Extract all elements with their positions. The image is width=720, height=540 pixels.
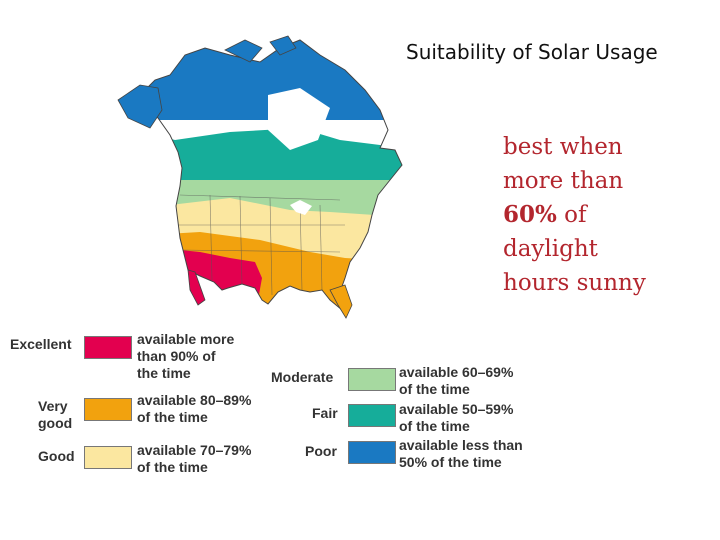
legend-label-good-word: good: [38, 415, 73, 431]
fair-band: [140, 120, 402, 190]
note-line-3: 60% of: [503, 198, 646, 232]
legend-label-fair: Fair: [312, 405, 338, 421]
alaska: [117, 84, 163, 129]
legend-label-poor: Poor: [305, 443, 337, 459]
note-line-2: more than: [503, 168, 624, 194]
legend-desc-excellent-1: available more: [137, 331, 235, 347]
legend-label-very: Very: [38, 398, 68, 414]
coastline: [139, 39, 403, 312]
legend-desc-poor-1: available less than: [399, 437, 523, 453]
state-boundaries: [178, 194, 345, 296]
legend-swatch-very-good: [84, 398, 132, 421]
legend-desc-very-good: available 80–89% of the time: [137, 392, 251, 426]
legend-desc-good: available 70–79% of the time: [137, 442, 251, 476]
baja: [187, 269, 206, 306]
legend-label-good: Good: [38, 448, 75, 464]
arctic-island-1: [224, 39, 263, 63]
legend-desc-excellent-3: the time: [137, 365, 191, 381]
legend-desc-fair: available 50–59% of the time: [399, 401, 513, 435]
legend-desc-moderate-1: available 60–69%: [399, 364, 514, 380]
map-title: Suitability of Solar Usage: [406, 40, 658, 64]
legend-desc-good-1: available 70–79%: [137, 442, 252, 458]
legend-desc-fair-1: available 50–59%: [399, 401, 514, 417]
map-land: [140, 40, 402, 310]
note-line-4: daylight: [503, 236, 598, 262]
legend-desc-good-2: of the time: [137, 459, 208, 475]
legend-desc-moderate-2: of the time: [399, 381, 470, 397]
sunny-hours-note: best when more than 60% of daylight hour…: [503, 130, 646, 300]
legend-desc-poor: available less than 50% of the time: [399, 437, 523, 471]
legend-swatch-excellent: [84, 336, 132, 359]
note-percent: 60%: [503, 201, 557, 228]
note-line-5: hours sunny: [503, 270, 646, 296]
legend-desc-fair-2: of the time: [399, 418, 470, 434]
arctic-island-2: [269, 35, 297, 56]
hudson-bay: [268, 88, 330, 150]
legend-desc-poor-2: 50% of the time: [399, 454, 502, 470]
legend-desc-excellent-2: than 90% of: [137, 348, 216, 364]
florida: [329, 284, 353, 319]
legend-label-excellent: Excellent: [10, 336, 72, 352]
legend-label-very-good: Very good: [38, 398, 72, 432]
note-line-3-rest: of: [556, 202, 587, 228]
legend-swatch-moderate: [348, 368, 396, 391]
legend-swatch-fair: [348, 404, 396, 427]
legend-swatch-poor: [348, 441, 396, 464]
legend-desc-moderate: available 60–69% of the time: [399, 364, 513, 398]
legend-desc-very-good-2: of the time: [137, 409, 208, 425]
legend-label-moderate: Moderate: [271, 369, 334, 385]
great-lakes: [290, 200, 312, 215]
legend-desc-very-good-1: available 80–89%: [137, 392, 252, 408]
note-line-1: best when: [503, 134, 623, 160]
legend-desc-excellent: available more than 90% of the time: [137, 331, 234, 382]
legend-swatch-good: [84, 446, 132, 469]
